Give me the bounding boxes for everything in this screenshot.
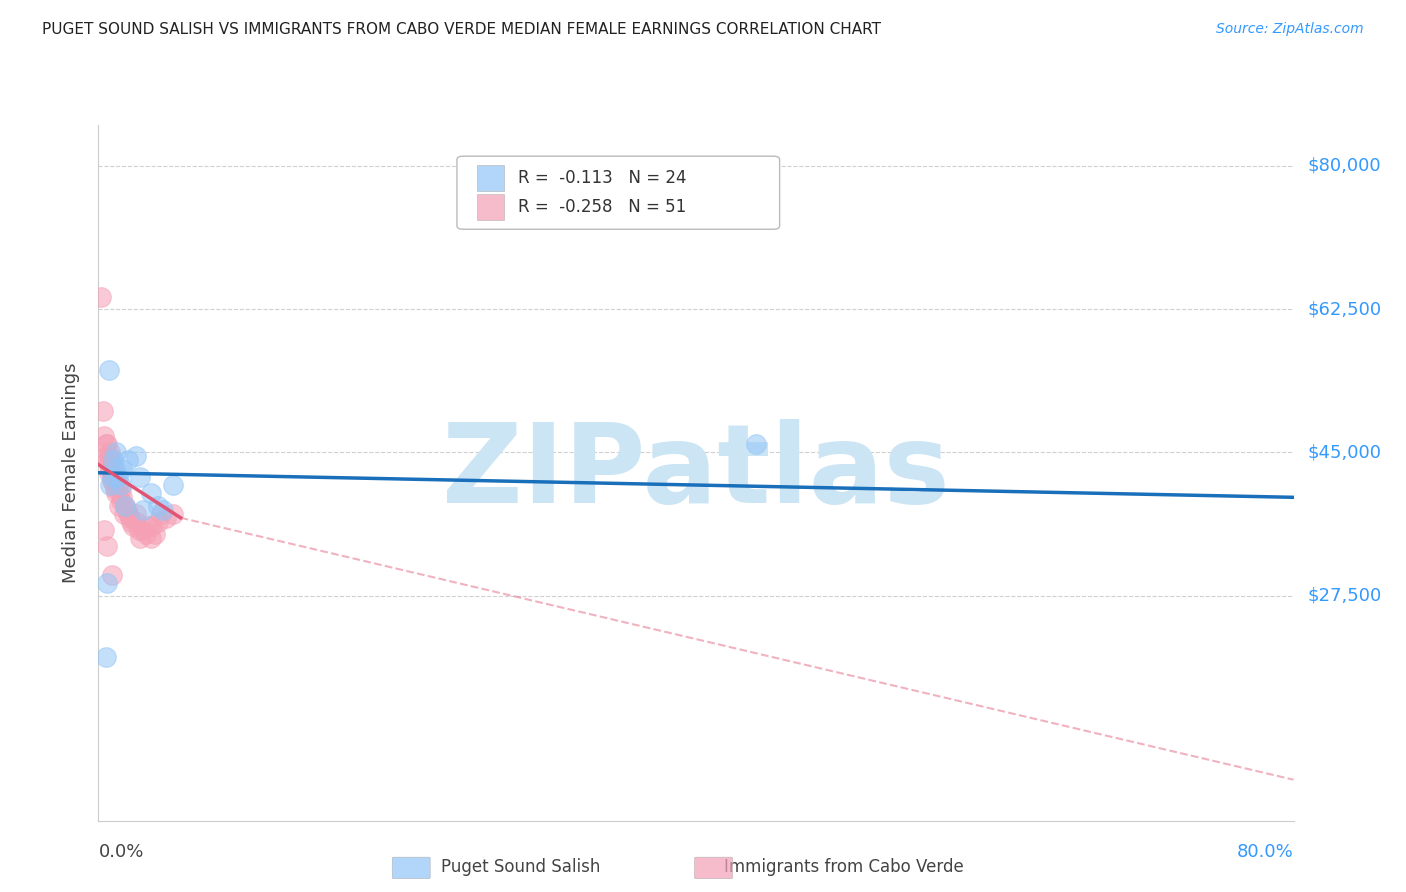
Point	[94, 649, 117, 664]
Point	[107, 478, 129, 492]
Point	[150, 507, 173, 521]
Text: ZIPatlas: ZIPatlas	[441, 419, 950, 526]
Text: Puget Sound Salish: Puget Sound Salish	[440, 858, 600, 876]
Point	[94, 450, 117, 464]
Point	[132, 523, 155, 537]
Point	[118, 510, 141, 524]
FancyBboxPatch shape	[457, 156, 779, 229]
Point	[96, 453, 118, 467]
Point	[120, 515, 142, 529]
Point	[104, 482, 127, 496]
Point	[104, 470, 127, 484]
Point	[125, 507, 148, 521]
Point	[101, 568, 124, 582]
Point	[112, 507, 135, 521]
Point	[98, 445, 122, 459]
Point	[152, 502, 174, 516]
Point	[125, 515, 148, 529]
Point	[94, 437, 117, 451]
Point	[103, 474, 125, 488]
Point	[108, 499, 131, 513]
Point	[162, 478, 184, 492]
Point	[98, 478, 122, 492]
Y-axis label: Median Female Earnings: Median Female Earnings	[62, 362, 80, 583]
Point	[97, 466, 120, 480]
Point	[136, 519, 159, 533]
Point	[148, 515, 170, 529]
Point	[155, 510, 177, 524]
Text: $45,000: $45,000	[1308, 443, 1382, 461]
Point	[110, 482, 132, 496]
Text: $62,500: $62,500	[1308, 300, 1382, 318]
Point	[117, 453, 139, 467]
Point	[103, 461, 125, 475]
Point	[121, 519, 143, 533]
Point	[148, 499, 170, 513]
Point	[132, 502, 155, 516]
Point	[97, 363, 120, 377]
Bar	[477, 165, 503, 192]
Point	[105, 474, 128, 488]
Point	[101, 474, 124, 488]
Point	[93, 429, 115, 443]
Point	[135, 527, 157, 541]
Point	[101, 470, 124, 484]
Point	[125, 450, 148, 464]
Point	[111, 461, 134, 475]
Point	[104, 461, 127, 475]
Point	[128, 523, 150, 537]
Text: 80.0%: 80.0%	[1237, 843, 1294, 861]
Text: Immigrants from Cabo Verde: Immigrants from Cabo Verde	[724, 858, 963, 876]
Point	[90, 290, 112, 304]
Point	[98, 453, 122, 467]
Point	[117, 507, 139, 521]
Point	[114, 499, 136, 513]
Point	[139, 531, 162, 545]
Point	[111, 491, 134, 505]
Bar	[477, 194, 503, 220]
Point	[96, 576, 118, 591]
Point	[114, 499, 136, 513]
Point	[129, 470, 152, 484]
Text: $27,500: $27,500	[1308, 587, 1382, 605]
Point	[105, 486, 128, 500]
Text: $80,000: $80,000	[1308, 157, 1381, 175]
Point	[110, 478, 132, 492]
Point	[162, 507, 184, 521]
Point	[96, 540, 118, 554]
Point	[91, 404, 114, 418]
Point	[93, 523, 115, 537]
Point	[101, 466, 124, 480]
Point	[97, 458, 120, 472]
Point	[107, 482, 129, 496]
Point	[141, 519, 163, 533]
Point	[129, 531, 152, 545]
Point	[110, 494, 132, 508]
Text: PUGET SOUND SALISH VS IMMIGRANTS FROM CABO VERDE MEDIAN FEMALE EARNINGS CORRELAT: PUGET SOUND SALISH VS IMMIGRANTS FROM CA…	[42, 22, 882, 37]
Text: 0.0%: 0.0%	[98, 843, 143, 861]
Point	[103, 453, 125, 467]
Text: R =  -0.258   N = 51: R = -0.258 N = 51	[517, 198, 686, 216]
Text: R =  -0.113   N = 24: R = -0.113 N = 24	[517, 169, 686, 187]
Point	[745, 437, 768, 451]
Point	[96, 437, 118, 451]
Point	[107, 470, 129, 484]
Point	[97, 450, 120, 464]
Point	[98, 461, 122, 475]
Point	[143, 527, 166, 541]
Point	[139, 486, 162, 500]
Text: Source: ZipAtlas.com: Source: ZipAtlas.com	[1216, 22, 1364, 37]
Point	[115, 502, 138, 516]
Point	[105, 445, 128, 459]
